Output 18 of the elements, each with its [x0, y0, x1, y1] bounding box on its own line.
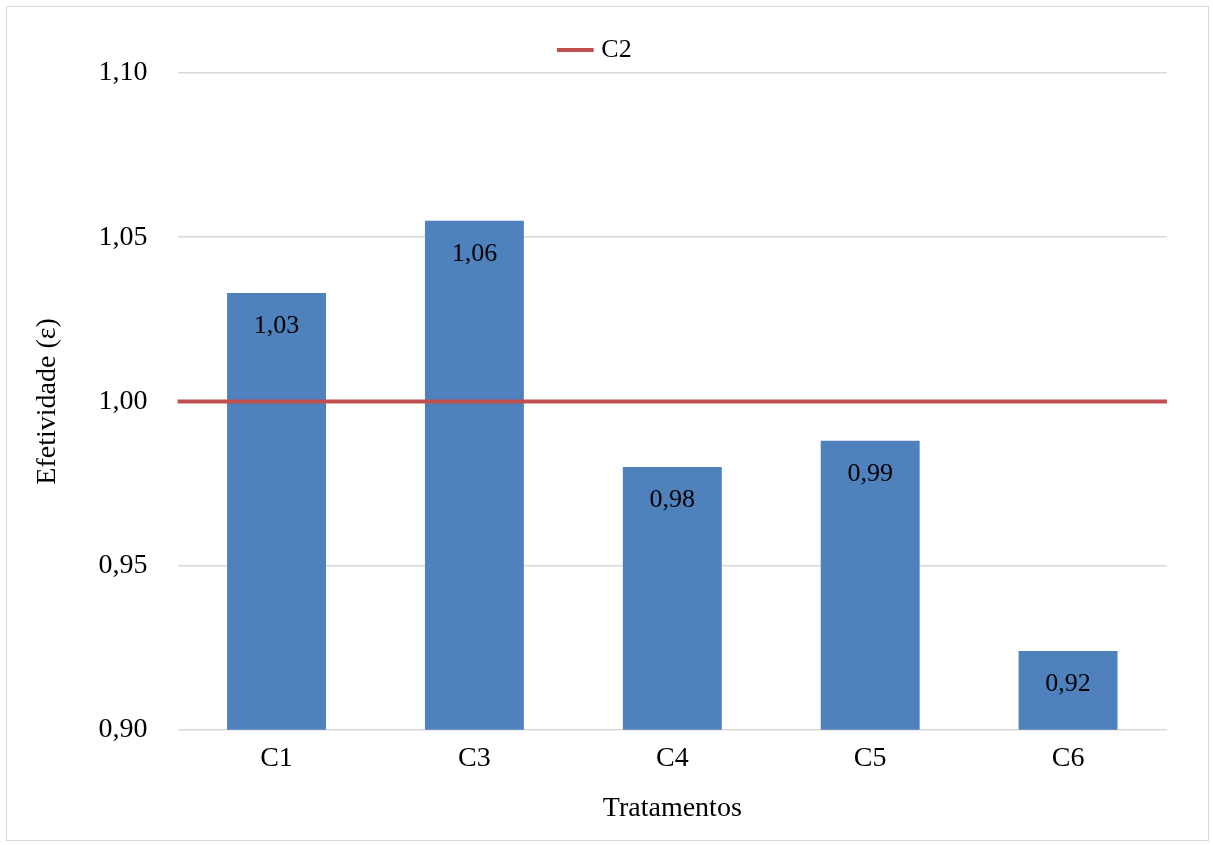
y-tick-label: 1,00: [98, 383, 148, 415]
legend-label: C2: [601, 33, 632, 63]
data-label: 0,99: [847, 457, 893, 487]
data-label: 1,03: [253, 309, 300, 339]
x-tick-label: C6: [1051, 740, 1085, 772]
x-tick-label: C4: [655, 740, 689, 772]
y-tick-label: 0,95: [98, 547, 148, 579]
y-tick-label: 1,10: [98, 55, 148, 87]
data-label: 0,92: [1045, 667, 1091, 697]
y-tick-label: 1,05: [98, 219, 148, 251]
data-label: 1,06: [451, 237, 498, 267]
y-tick-label: 0,90: [98, 712, 148, 744]
y-axis-title: Efetividade (ε): [30, 318, 62, 485]
data-label: 0,98: [649, 483, 696, 513]
x-axis-title: Tratamentos: [602, 790, 742, 822]
x-tick-label: C5: [853, 740, 887, 772]
x-tick-label: C3: [458, 740, 491, 772]
x-tick-label: C1: [260, 740, 293, 772]
